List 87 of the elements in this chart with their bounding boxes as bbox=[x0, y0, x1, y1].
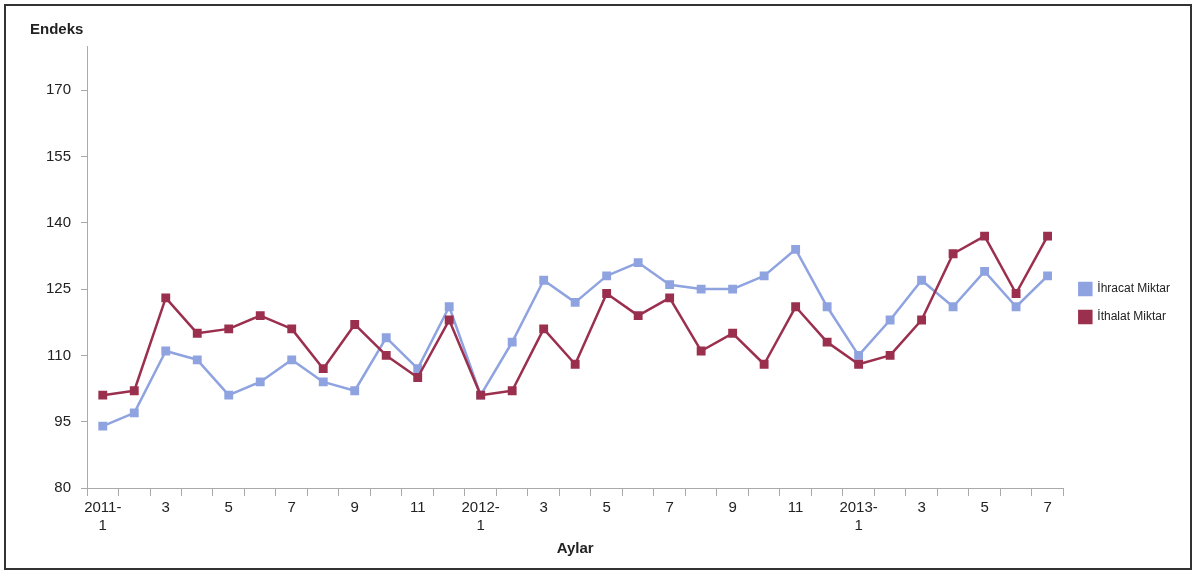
point bbox=[1043, 271, 1052, 281]
point bbox=[885, 350, 895, 360]
point bbox=[129, 408, 139, 418]
y-tick-label: 80 bbox=[54, 478, 72, 496]
point bbox=[917, 275, 927, 285]
point bbox=[980, 266, 990, 276]
point bbox=[696, 284, 706, 294]
point bbox=[539, 275, 549, 285]
point bbox=[728, 284, 738, 294]
point bbox=[1011, 302, 1021, 312]
point bbox=[255, 311, 265, 321]
point bbox=[224, 324, 234, 334]
point bbox=[444, 302, 454, 312]
point bbox=[318, 364, 328, 374]
point bbox=[318, 377, 328, 387]
point bbox=[507, 386, 517, 396]
point bbox=[854, 350, 864, 360]
point bbox=[350, 320, 360, 329]
x-tick-label: 3 bbox=[917, 498, 926, 516]
point bbox=[633, 258, 643, 268]
point bbox=[444, 315, 454, 325]
point bbox=[759, 271, 769, 281]
legend-label: İthalat Miktar bbox=[1097, 309, 1167, 324]
point bbox=[885, 315, 895, 325]
point bbox=[161, 346, 171, 356]
point bbox=[381, 350, 391, 360]
x-tick-label: 5 bbox=[602, 498, 611, 516]
point bbox=[602, 289, 612, 298]
point bbox=[1043, 231, 1052, 241]
x-tick-label: 7 bbox=[665, 498, 674, 516]
point bbox=[948, 302, 958, 312]
point bbox=[1011, 289, 1021, 298]
point bbox=[759, 359, 769, 369]
y-tick-label: 125 bbox=[46, 279, 72, 297]
x-axis-title: Aylar bbox=[556, 539, 594, 557]
x-tick-label: 2012-1 bbox=[461, 498, 500, 534]
point bbox=[255, 377, 265, 387]
x-tick-label: 9 bbox=[728, 498, 737, 516]
point bbox=[287, 324, 297, 334]
point bbox=[98, 390, 108, 400]
legend-label: İhracat Miktar bbox=[1097, 281, 1170, 296]
point bbox=[791, 244, 801, 254]
point bbox=[192, 328, 202, 338]
point bbox=[602, 271, 612, 281]
point bbox=[980, 231, 990, 241]
point bbox=[917, 315, 927, 325]
point bbox=[665, 293, 675, 303]
y-tick-label: 95 bbox=[54, 411, 72, 429]
x-tick-label: 2013-1 bbox=[839, 498, 878, 534]
point bbox=[413, 364, 423, 374]
y-axis-title: Endeks bbox=[30, 20, 84, 37]
point bbox=[161, 293, 171, 303]
point bbox=[822, 302, 832, 312]
x-tick-label: 3 bbox=[161, 498, 170, 516]
point bbox=[350, 386, 360, 396]
point bbox=[854, 359, 864, 369]
y-tick-label: 170 bbox=[46, 80, 72, 98]
point bbox=[98, 421, 108, 431]
y-tick-label: 110 bbox=[47, 345, 72, 363]
point bbox=[633, 311, 643, 321]
x-tick-label: 3 bbox=[539, 498, 548, 516]
point bbox=[665, 280, 675, 290]
point bbox=[381, 333, 391, 343]
point bbox=[791, 302, 801, 312]
point bbox=[696, 346, 706, 356]
point bbox=[570, 297, 580, 307]
point bbox=[948, 249, 958, 259]
point bbox=[822, 337, 832, 347]
x-tick-label: 7 bbox=[1043, 498, 1052, 516]
point bbox=[224, 390, 234, 400]
x-tick-label: 2011-1 bbox=[84, 498, 122, 534]
point bbox=[539, 324, 549, 334]
point bbox=[507, 337, 517, 347]
point bbox=[129, 386, 139, 396]
point bbox=[413, 373, 423, 382]
x-tick-label: 5 bbox=[224, 498, 233, 516]
x-tick-label: 7 bbox=[287, 498, 296, 516]
point bbox=[728, 328, 738, 338]
x-tick-label: 9 bbox=[350, 498, 359, 516]
y-tick-label: 155 bbox=[46, 146, 72, 164]
point bbox=[192, 355, 202, 365]
point bbox=[287, 355, 297, 365]
x-tick-label: 11 bbox=[409, 498, 426, 516]
x-tick-label: 11 bbox=[787, 498, 804, 516]
point bbox=[570, 359, 580, 369]
x-tick-label: 5 bbox=[980, 498, 989, 516]
y-tick-label: 140 bbox=[46, 212, 72, 230]
